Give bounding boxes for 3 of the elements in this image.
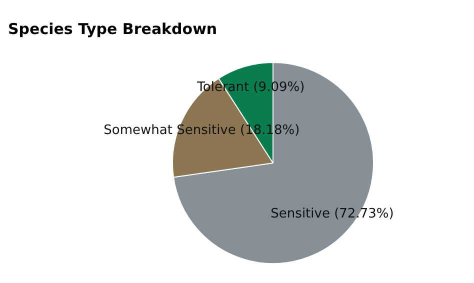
chart-title: Species Type Breakdown [8, 20, 218, 38]
slice-label: Sensitive (72.73%) [270, 206, 394, 222]
slice-label: Somewhat Sensitive (18.18%) [104, 122, 300, 138]
